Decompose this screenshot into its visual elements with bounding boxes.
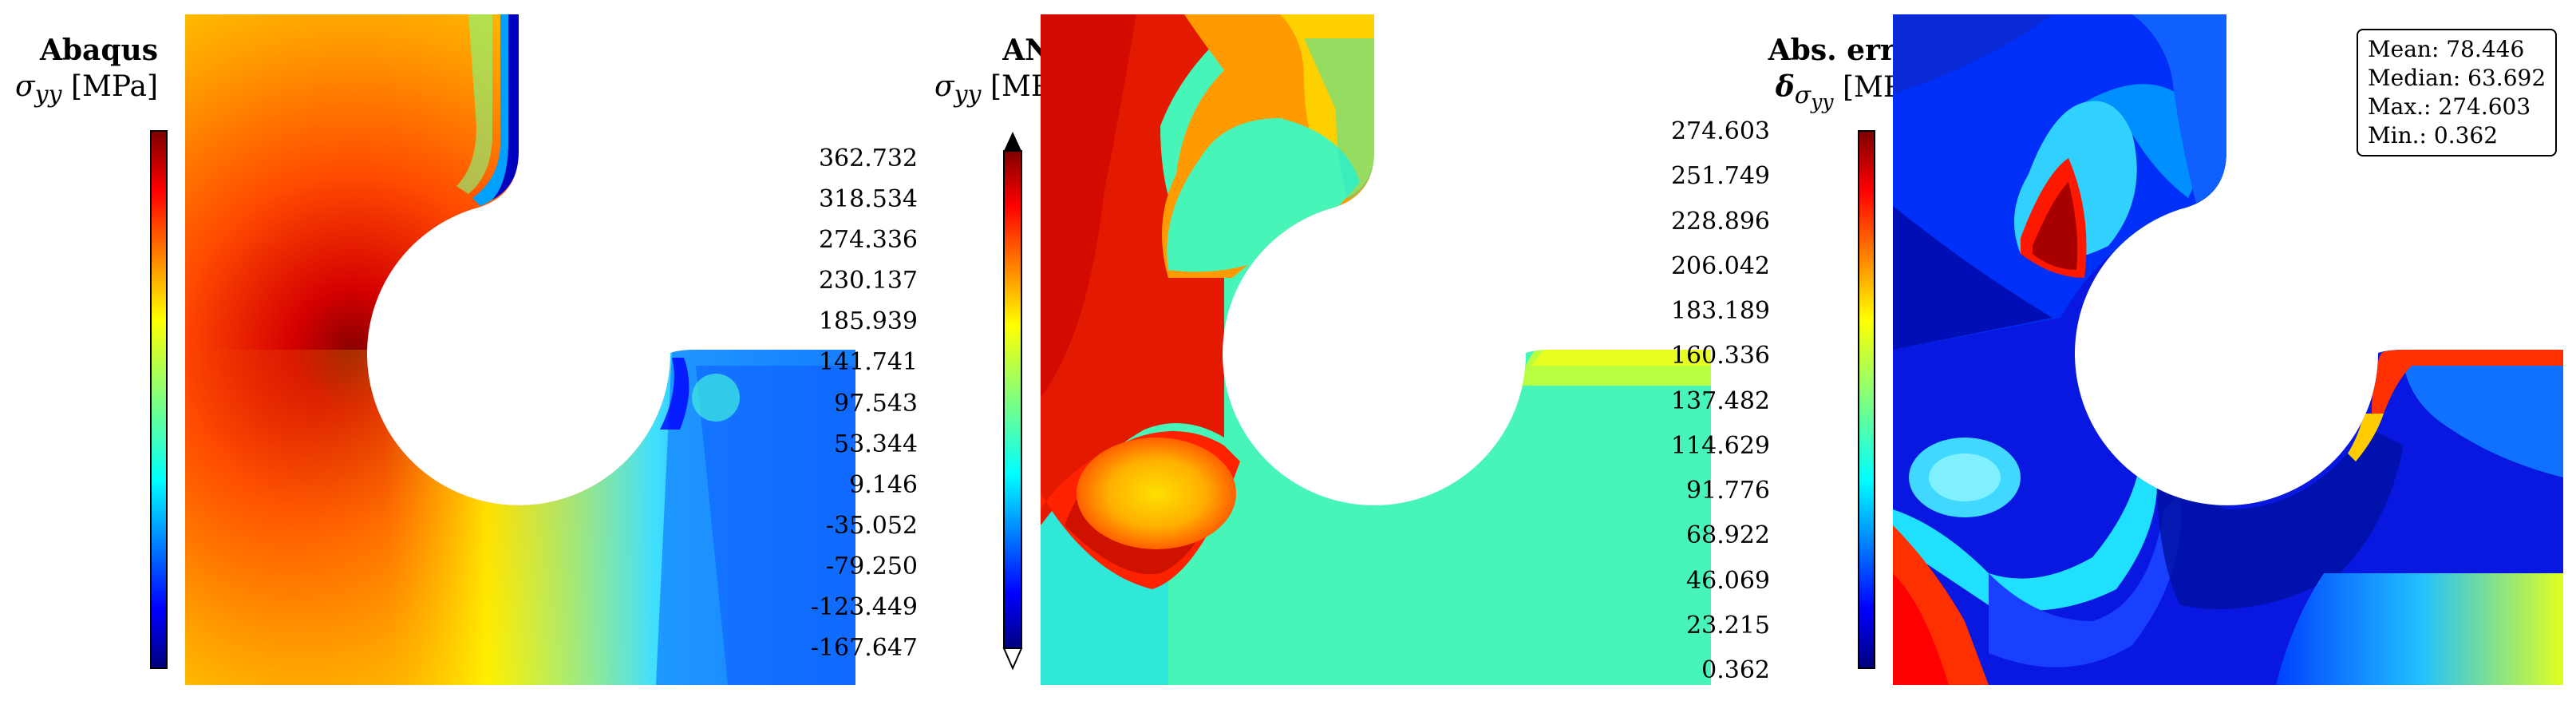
- colorbar-tick-label: 91.776: [1686, 477, 1770, 505]
- colorbar-tick-label: -79.250: [825, 552, 918, 580]
- colorbar-tick-label: 228.896: [1670, 207, 1770, 236]
- colorbar: [150, 130, 168, 669]
- quantity-symbol: σ: [15, 70, 35, 103]
- quantity-subscript: yy: [34, 81, 62, 109]
- quantity-symbol: σ: [934, 70, 954, 103]
- stress-field-plot: [185, 14, 855, 688]
- colorbar-tick-label: 230.137: [818, 267, 918, 295]
- colorbar-tick-label: 274.336: [818, 226, 918, 255]
- panel-title: Abaqus: [39, 34, 158, 67]
- stress-field-plot: [1041, 14, 1711, 688]
- colorbar-tick-label: 362.732: [818, 145, 918, 172]
- colorbar-tick-label: 251.749: [1670, 162, 1770, 191]
- colorbar-tick-label: 0.362: [1701, 656, 1770, 684]
- colorbar-tick-label: 53.344: [834, 430, 918, 458]
- unit-label: [MPa]: [70, 70, 158, 103]
- error-field-plot: [1893, 14, 2563, 688]
- colorbar-tick-label: 318.534: [818, 185, 918, 214]
- stats-box: Mean: 78.446 Median: 63.692 Max.: 274.60…: [2357, 29, 2558, 156]
- colorbar-tick-label: 185.939: [818, 307, 918, 336]
- colorbar-tick-label: -167.647: [810, 634, 918, 662]
- panel-ann: ANN σyy [MPa]: [811, 0, 1724, 701]
- quantity-symbol: δ: [1775, 70, 1795, 104]
- colorbar-tick-label: 114.629: [1670, 431, 1770, 460]
- colorbar-tick-label: 160.336: [1670, 342, 1770, 370]
- panel-abaqus: Abaqus σyy [MPa]: [0, 0, 862, 701]
- quantity-subscript: yy: [954, 81, 982, 109]
- colorbar-tick-label: 274.603: [1670, 117, 1770, 145]
- colorbar-tick-label: -123.449: [810, 592, 918, 621]
- colorbar-tick-label: 46.069: [1686, 566, 1770, 595]
- colorbar-tick-label: 23.215: [1686, 611, 1770, 640]
- quantity-subsubscript: yy: [1811, 90, 1834, 114]
- colorbar-tick-label: 9.146: [849, 470, 918, 499]
- colorbar-tick-label: 183.189: [1670, 297, 1770, 325]
- quantity-subscript: σ: [1794, 81, 1811, 110]
- stat-min: Min.: 0.362: [2368, 122, 2499, 149]
- colorbar-tick-label: 206.042: [1670, 251, 1770, 280]
- colorbar-tick-label: 97.543: [834, 389, 918, 418]
- colorbar-tick-label: -35.052: [825, 511, 918, 540]
- colorbar: [1858, 130, 1875, 669]
- stat-mean: Mean: 78.446: [2368, 36, 2525, 62]
- panel-quantity-label: σyy [MPa]: [15, 70, 158, 109]
- stat-max: Max.: 274.603: [2368, 93, 2531, 120]
- colorbar-tick-label: 68.922: [1686, 521, 1770, 550]
- panel-abs-error: Abs. error δσyy [MPa]: [1671, 0, 2576, 701]
- stat-median: Median: 63.692: [2368, 65, 2546, 91]
- colorbar-tick-label: 141.741: [818, 348, 918, 377]
- colorbar: [1002, 130, 1023, 676]
- colorbar-tick-label: 137.482: [1670, 386, 1770, 415]
